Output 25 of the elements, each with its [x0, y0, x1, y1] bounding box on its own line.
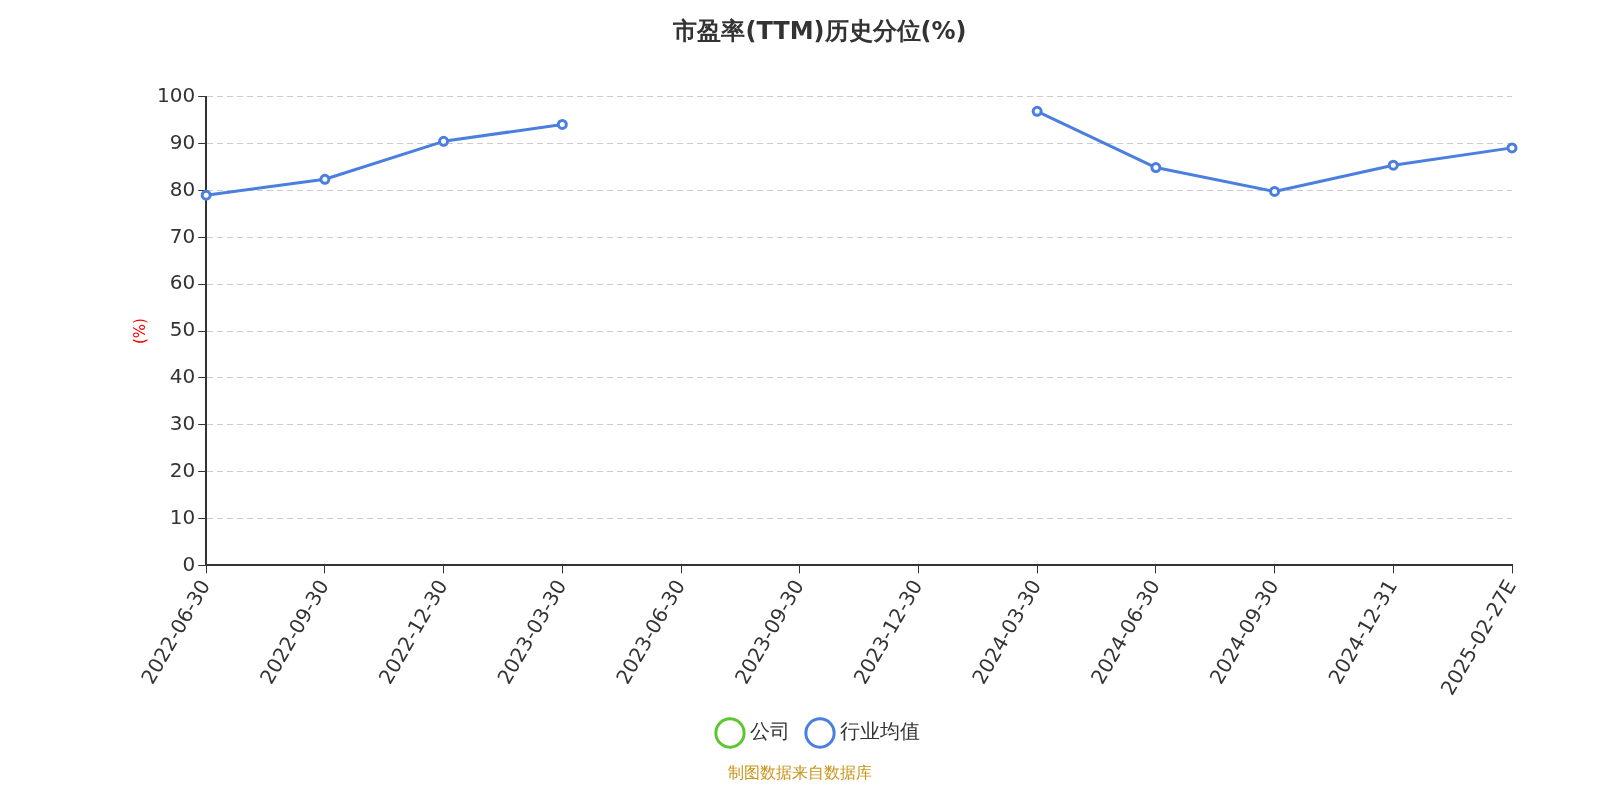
y-axis-title: (%): [130, 318, 149, 345]
point: [1269, 185, 1281, 197]
y-tick-label: 100: [156, 83, 196, 107]
point: [200, 189, 212, 201]
point: [319, 173, 331, 185]
point: [1031, 105, 1043, 117]
point: [1387, 159, 1399, 171]
legend-label: 行业均值: [840, 719, 920, 744]
y-tick-label: 60: [169, 270, 196, 295]
point: [556, 118, 568, 130]
y-tick-label: 50: [169, 317, 196, 342]
text: 制图数据来自数据库: [727, 763, 873, 784]
y-tick-label: 0: [182, 551, 196, 576]
y-tick-label: 30: [169, 411, 196, 436]
y-tick-label: 10: [169, 504, 196, 529]
chart-title: 市盈率(TTM)历史分位(%): [672, 16, 967, 45]
point: [1506, 142, 1518, 154]
point: [438, 135, 450, 147]
y-tick-label: 70: [169, 223, 196, 248]
y-tick-label: 80: [169, 176, 196, 201]
point: [1150, 162, 1162, 174]
y-tick-label: 40: [169, 364, 196, 389]
y-tick-label: 20: [169, 457, 196, 482]
y-tick-label: 90: [169, 129, 196, 154]
legend-label: 公司: [750, 719, 790, 744]
